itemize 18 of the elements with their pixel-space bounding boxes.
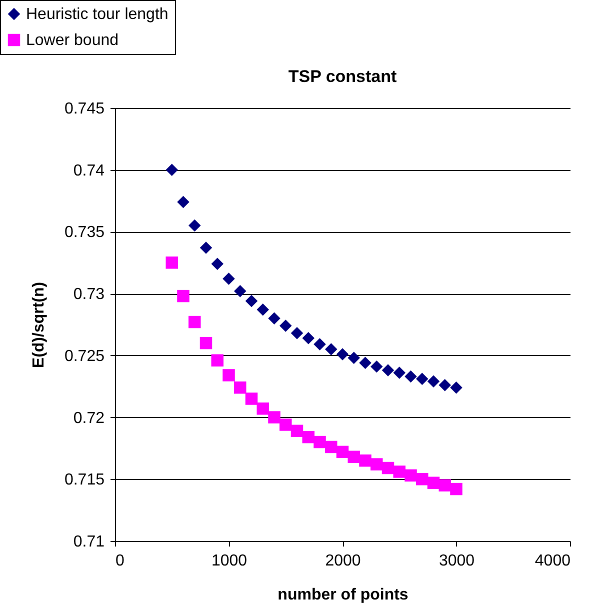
x-tick-label: 2000 (325, 552, 361, 570)
legend-label: Heuristic tour length (26, 6, 168, 23)
y-tick-label: 0.715 (64, 472, 105, 489)
x-tick-label: 3000 (438, 552, 475, 570)
y-tick-label: 0.735 (64, 224, 105, 242)
y-tick-label: 0.74 (73, 162, 105, 180)
chart-title: TSP constant (288, 67, 397, 86)
x-tick-label: 1000 (211, 552, 248, 570)
y-tick-label: 0.73 (73, 286, 105, 304)
y-axis-title: E(d)/sqrt(n) (30, 282, 48, 368)
legend-label: Lower bound (26, 32, 119, 49)
x-tick-label: 0 (116, 552, 124, 570)
y-tick-label: 0.725 (64, 348, 105, 365)
y-tick-label: 0.71 (73, 534, 105, 550)
x-tick-label: 4000 (534, 552, 571, 570)
y-tick-label: 0.72 (73, 410, 105, 427)
y-tick-label: 0.745 (64, 100, 105, 118)
x-axis-title: number of points (278, 586, 408, 604)
